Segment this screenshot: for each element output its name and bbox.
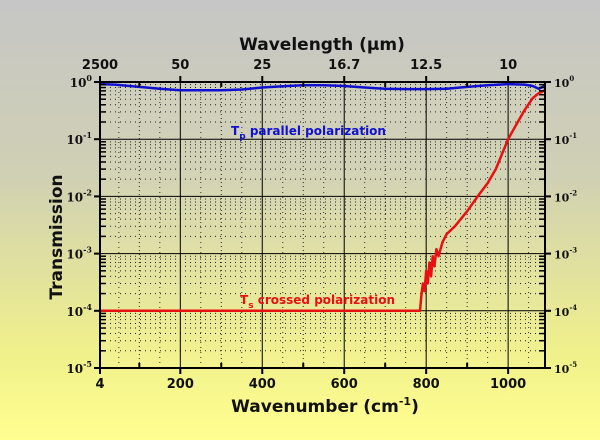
x2-axis-title: Wavelength (µm) (239, 35, 405, 55)
series-line-tp-parallel (99, 82, 546, 92)
y-tick-label: 100 (70, 73, 93, 90)
y-tick-label-right: 10-1 (554, 131, 577, 147)
y-tick-label: 10-1 (66, 130, 92, 147)
grid (100, 81, 545, 369)
x-tick-label: 200 (167, 377, 194, 392)
y-tick-label-right: 10-2 (554, 188, 577, 204)
y-tick-label-right: 10-4 (554, 303, 577, 319)
x-tick-label: 1000 (490, 377, 526, 392)
x2-tick-label: 2500 (82, 58, 118, 73)
legend-label-tp: Tp parallel polarization (231, 124, 386, 142)
y-tick-label-right: 10-3 (554, 246, 577, 262)
y-tick-label: 10-2 (66, 187, 92, 204)
series-line-ts-crossed (100, 89, 546, 313)
x2-tick-label: 16.7 (328, 58, 360, 73)
x2-tick-label: 50 (171, 58, 189, 73)
axes (94, 76, 551, 374)
y-tick-label-right: 10-5 (554, 360, 577, 376)
x-tick-label: 600 (331, 377, 358, 392)
x2-tick-label: 25 (253, 58, 271, 73)
y-tick-label: 10-4 (66, 302, 92, 319)
x-tick-label: 4 (95, 377, 104, 392)
x-tick-label: 400 (249, 377, 276, 392)
tick-labels: 100 100 10-1 10-1 10-2 10-2 10-3 10-3 10-4 10-4 10… (66, 58, 577, 392)
x-axis-title: Wavenumber (cm-1) (231, 395, 419, 417)
plot-area (100, 82, 545, 368)
legend-label-ts: Ts crossed polarization (240, 293, 395, 311)
y-axis-title: Transmission (47, 174, 67, 299)
y-tick-label-right: 100 (554, 74, 574, 90)
y-tick-label: 10-3 (66, 245, 92, 262)
plot-frame (99, 81, 546, 369)
y-tick-label: 10-5 (66, 359, 92, 376)
x-tick-label: 800 (413, 377, 440, 392)
x2-tick-label: 12.5 (410, 58, 442, 73)
x2-tick-label: 10 (499, 58, 517, 73)
series-layer (99, 82, 546, 313)
